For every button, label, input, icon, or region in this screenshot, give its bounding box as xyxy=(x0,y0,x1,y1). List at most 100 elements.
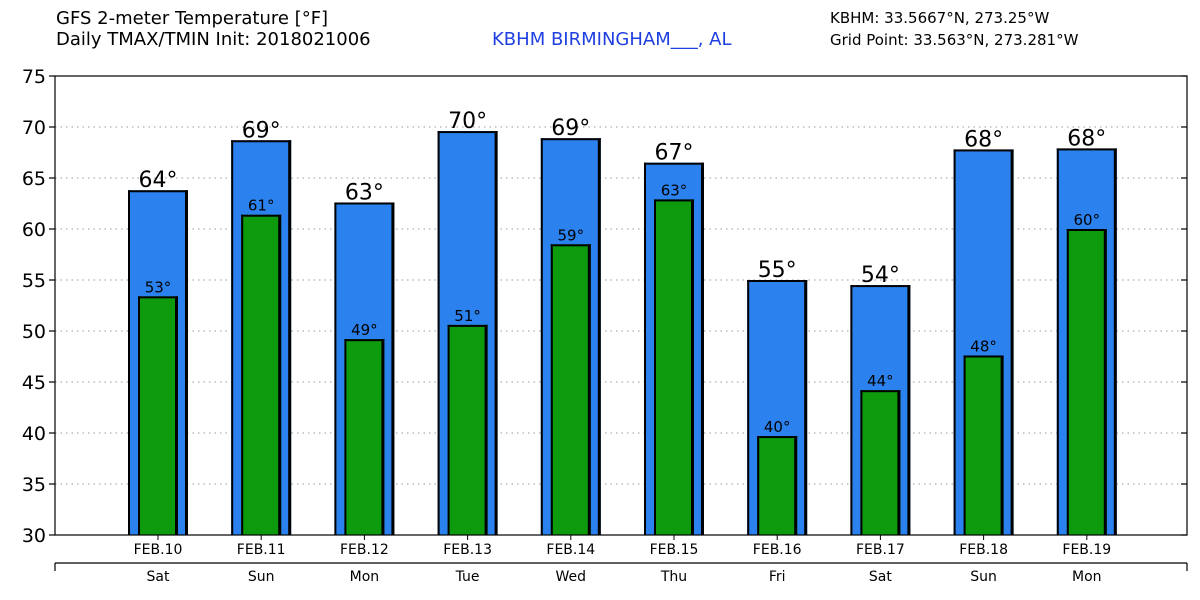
tmin-label: 53° xyxy=(145,278,172,296)
tmax-label: 55° xyxy=(758,258,797,283)
tmin-bar-top xyxy=(654,199,694,202)
chart-subtitle: Daily TMAX/TMIN Init: 2018021006 xyxy=(56,29,371,50)
tmin-bar-left-edge xyxy=(550,244,553,536)
date-tick-label: FEB.10 xyxy=(134,542,183,558)
tmin-bar xyxy=(344,339,385,535)
tmin-bar-top xyxy=(860,390,901,393)
station-coordinates: KBHM: 33.5667°N, 273.25°W xyxy=(830,9,1050,27)
y-tick-label: 65 xyxy=(22,168,46,190)
tmax-bar-top xyxy=(644,162,704,165)
weekday-tick-label: Mon xyxy=(350,569,380,585)
tmax-bar-top xyxy=(437,131,498,134)
tmin-bar-right-edge xyxy=(278,214,282,535)
y-tick-label: 70 xyxy=(22,117,46,139)
y-tick-label: 60 xyxy=(22,219,46,241)
tmin-label: 61° xyxy=(248,197,275,215)
weekday-tick-label: Sun xyxy=(970,569,997,585)
weekday-tick-label: Tue xyxy=(455,569,480,585)
tmin-bar xyxy=(1066,229,1107,535)
tmin-bar-right-edge xyxy=(484,324,488,535)
grid-point-coordinates: Grid Point: 33.563°N, 273.281°W xyxy=(830,31,1079,49)
tmin-bar-left-edge xyxy=(138,296,140,535)
y-tick-label: 30 xyxy=(22,525,46,547)
tmin-bar-left-edge xyxy=(757,436,760,535)
tmin-bar-right-edge xyxy=(897,390,901,535)
tmin-label: 48° xyxy=(970,337,997,355)
tmin-bar-right-edge xyxy=(587,244,591,536)
y-tick-label: 50 xyxy=(22,321,46,343)
weekday-tick-label: Sat xyxy=(869,569,892,585)
tmax-bar-left-edge xyxy=(128,190,130,536)
tmax-bar-left-edge xyxy=(540,138,543,535)
tmax-bar-left-edge xyxy=(1056,148,1059,536)
tmax-bar-left-edge xyxy=(437,131,440,535)
tmax-label: 69° xyxy=(242,118,281,143)
date-tick-label: FEB.18 xyxy=(959,542,1008,558)
gridlines xyxy=(55,126,1187,485)
weekday-tick-label: Mon xyxy=(1072,569,1102,585)
tmin-bar xyxy=(241,214,282,535)
tmin-bar-right-edge xyxy=(794,436,798,535)
tmax-bar-right-edge xyxy=(1113,148,1117,536)
weekday-tick-label: Sun xyxy=(248,569,275,585)
date-tick-label: FEB.19 xyxy=(1062,542,1111,558)
y-tick-label: 55 xyxy=(22,270,46,292)
tmin-label: 63° xyxy=(661,181,688,199)
tmax-bar-left-edge xyxy=(334,202,337,536)
tmin-bar-right-edge xyxy=(381,339,385,535)
tmax-bar-left-edge xyxy=(747,280,750,535)
tmax-label: 54° xyxy=(861,263,900,288)
tmax-bar-right-edge xyxy=(288,140,292,535)
tmin-label: 49° xyxy=(351,321,378,339)
tmin-bar-top xyxy=(241,214,282,217)
tmax-bar-top xyxy=(231,140,292,143)
tmin-bar-left-edge xyxy=(344,339,347,535)
tmin-bar-left-edge xyxy=(963,355,966,535)
weekday-tick-label: Fri xyxy=(769,569,786,585)
bars xyxy=(128,131,1117,536)
tmax-bar-top xyxy=(334,202,395,205)
tmin-bar-left-edge xyxy=(241,214,244,535)
tmin-bar xyxy=(654,199,694,536)
tmin-bar xyxy=(550,244,591,536)
tmin-bar-top xyxy=(1066,229,1107,231)
tmin-bar-left-edge xyxy=(860,390,863,535)
tmax-bar-right-edge xyxy=(494,131,498,535)
tmin-label: 59° xyxy=(558,226,585,244)
tmin-bar xyxy=(447,324,488,535)
tmin-bar-top xyxy=(550,244,591,247)
date-tick-label: FEB.15 xyxy=(650,542,699,558)
date-tick-label: FEB.13 xyxy=(443,542,492,558)
tmin-bar-top xyxy=(138,296,178,299)
tmin-bar-top xyxy=(344,339,385,342)
tmax-bar-top xyxy=(747,280,808,282)
tmin-bar-left-edge xyxy=(654,199,656,536)
tmin-bar-right-edge xyxy=(1103,229,1107,535)
date-tick-label: FEB.17 xyxy=(856,542,905,558)
tmin-bar-right-edge xyxy=(175,296,178,535)
tmax-bar-right-edge xyxy=(907,285,911,535)
tmin-label: 51° xyxy=(454,307,481,325)
tmin-bar-right-edge xyxy=(1000,355,1004,535)
tmax-bar-right-edge xyxy=(1010,149,1014,535)
date-tick-label: FEB.14 xyxy=(546,542,595,558)
tmax-bar-right-edge xyxy=(391,202,395,536)
station-name: KBHM BIRMINGHAM___, AL xyxy=(492,29,732,50)
tmin-bar-top xyxy=(757,436,798,439)
tmin-bar-right-edge xyxy=(691,199,694,536)
weekday-tick-label: Wed xyxy=(556,569,587,585)
tmin-bar xyxy=(860,390,901,535)
date-tick-label: FEB.16 xyxy=(753,542,802,558)
weekday-tick-label: Thu xyxy=(660,569,687,585)
tmax-bar-right-edge xyxy=(597,138,601,535)
tmin-bar xyxy=(963,355,1004,535)
y-tick-label: 75 xyxy=(22,66,46,88)
labels: 64° 53° FEB.10 Sat 69° 61° FEB.11 Sun 63° 49° FEB.… xyxy=(22,66,1111,585)
tmax-bar-left-edge xyxy=(644,162,646,535)
tmax-label: 68° xyxy=(1067,126,1106,151)
tmax-bar-top xyxy=(953,149,1014,152)
tmax-label: 63° xyxy=(345,180,384,205)
tmin-label: 40° xyxy=(764,418,791,436)
tmax-bar-left-edge xyxy=(953,149,956,535)
